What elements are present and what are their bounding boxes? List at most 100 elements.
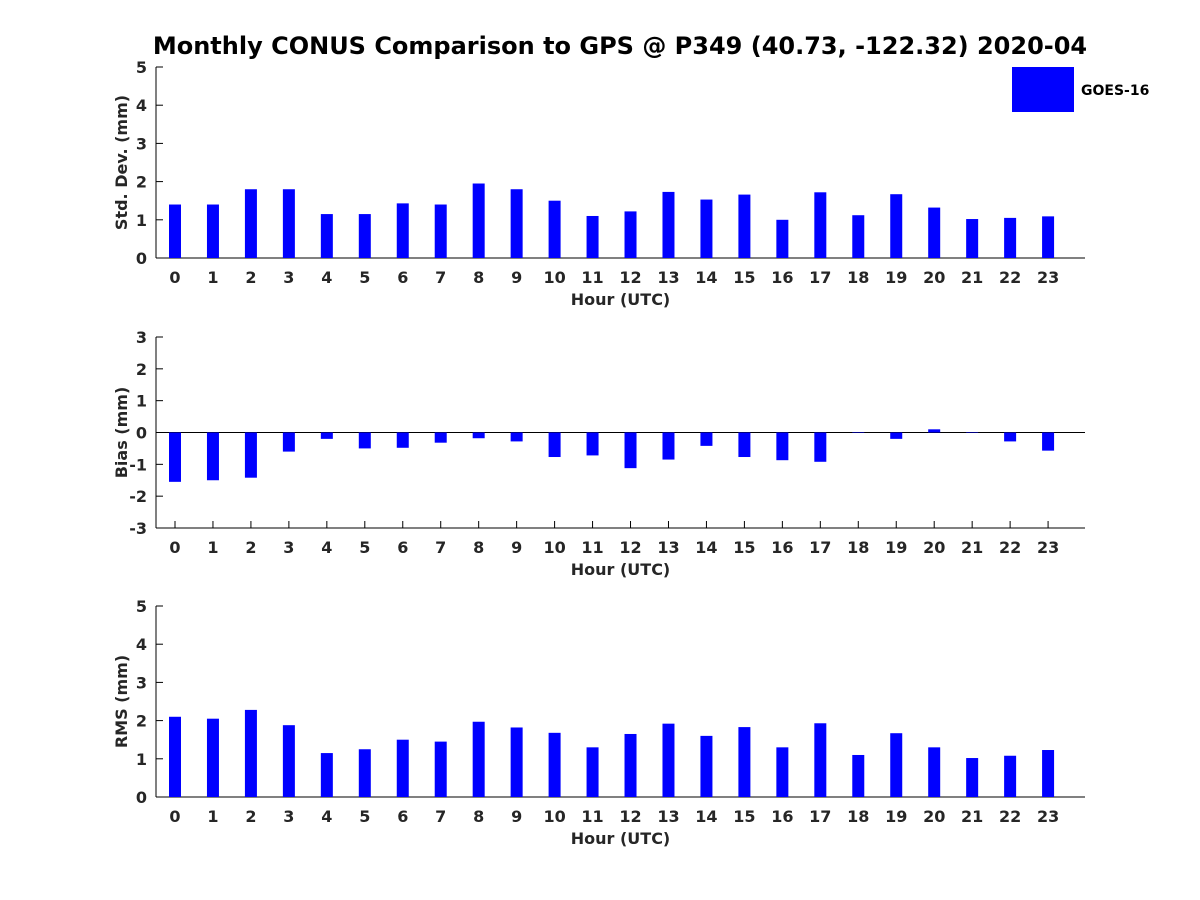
x-tick-label: 17 [809, 538, 831, 557]
y-tick-label: 2 [136, 712, 147, 731]
x-tick-label: 14 [695, 538, 717, 557]
x-tick-label: 11 [581, 268, 603, 287]
x-tick-label: 0 [169, 807, 180, 826]
bar [852, 754, 865, 797]
x-axis-label: Hour (UTC) [571, 290, 671, 309]
x-tick-label: 5 [359, 807, 370, 826]
x-tick-label: 8 [473, 538, 484, 557]
x-tick-label: 23 [1037, 807, 1059, 826]
bar [206, 204, 219, 258]
x-tick-label: 16 [771, 807, 793, 826]
bar [396, 432, 409, 448]
x-tick-label: 19 [885, 538, 907, 557]
bar [548, 432, 561, 458]
bar [1004, 755, 1017, 797]
y-tick-label: 4 [136, 635, 147, 654]
x-tick-label: 15 [733, 807, 755, 826]
bar [548, 200, 561, 258]
y-tick-label: 0 [136, 424, 147, 443]
x-tick-label: 19 [885, 268, 907, 287]
bar [206, 718, 219, 797]
bar [434, 741, 447, 797]
y-tick-label: -3 [129, 519, 147, 538]
x-tick-label: 23 [1037, 538, 1059, 557]
bar [624, 432, 637, 469]
bar [320, 753, 333, 797]
bar [510, 189, 523, 258]
x-tick-label: 9 [511, 268, 522, 287]
bar [169, 716, 181, 797]
bar [510, 432, 523, 442]
x-tick-label: 22 [999, 807, 1021, 826]
y-tick-label: 3 [136, 328, 147, 347]
y-tick-label: 1 [136, 211, 147, 230]
bar [1042, 750, 1055, 797]
bar [624, 211, 637, 258]
bar [434, 204, 447, 258]
x-tick-label: 1 [207, 268, 218, 287]
y-tick-label: 3 [136, 673, 147, 692]
x-tick-label: 2 [245, 538, 256, 557]
x-tick-label: 21 [961, 268, 983, 287]
x-tick-label: 21 [961, 538, 983, 557]
x-tick-label: 23 [1037, 268, 1059, 287]
bar [396, 203, 409, 258]
x-tick-label: 20 [923, 538, 945, 557]
bar [1004, 217, 1017, 258]
x-tick-label: 10 [543, 807, 565, 826]
x-tick-label: 1 [207, 807, 218, 826]
y-tick-label: 5 [136, 597, 147, 616]
legend-swatch [1012, 67, 1074, 112]
bar [776, 219, 789, 258]
x-tick-label: 19 [885, 807, 907, 826]
x-tick-label: 12 [619, 268, 641, 287]
x-tick-label: 22 [999, 538, 1021, 557]
bar [890, 194, 903, 258]
bar [510, 727, 523, 797]
x-tick-label: 2 [245, 268, 256, 287]
x-tick-label: 1 [207, 538, 218, 557]
bar [662, 723, 675, 797]
bar [966, 432, 979, 433]
bar [472, 183, 485, 258]
x-tick-label: 18 [847, 807, 869, 826]
x-tick-label: 5 [359, 268, 370, 287]
x-tick-label: 20 [923, 268, 945, 287]
y-tick-label: 3 [136, 134, 147, 153]
x-axis-label: Hour (UTC) [571, 560, 671, 579]
y-axis-label: Bias (mm) [112, 387, 131, 479]
bar [548, 732, 561, 797]
bar [890, 733, 903, 797]
y-tick-label: -1 [129, 455, 147, 474]
bar [662, 191, 675, 258]
y-axis-label: Std. Dev. (mm) [112, 95, 131, 230]
bar [206, 432, 219, 481]
bar [244, 432, 257, 478]
bar [624, 733, 637, 797]
x-tick-label: 17 [809, 807, 831, 826]
x-tick-label: 6 [397, 807, 408, 826]
y-tick-label: 1 [136, 392, 147, 411]
x-tick-label: 6 [397, 268, 408, 287]
y-axis-label: RMS (mm) [112, 655, 131, 748]
x-tick-label: 13 [657, 807, 679, 826]
bar [890, 432, 903, 439]
x-tick-label: 3 [283, 538, 294, 557]
x-tick-label: 12 [619, 807, 641, 826]
y-tick-label: 2 [136, 360, 147, 379]
bar [814, 432, 827, 462]
y-tick-label: 0 [136, 249, 147, 268]
bar [169, 432, 181, 482]
bar [244, 189, 257, 258]
x-tick-label: 7 [435, 268, 446, 287]
bar [1042, 432, 1055, 451]
bar [282, 189, 295, 258]
bar [434, 432, 447, 443]
x-tick-label: 4 [321, 268, 332, 287]
bar [700, 199, 713, 258]
